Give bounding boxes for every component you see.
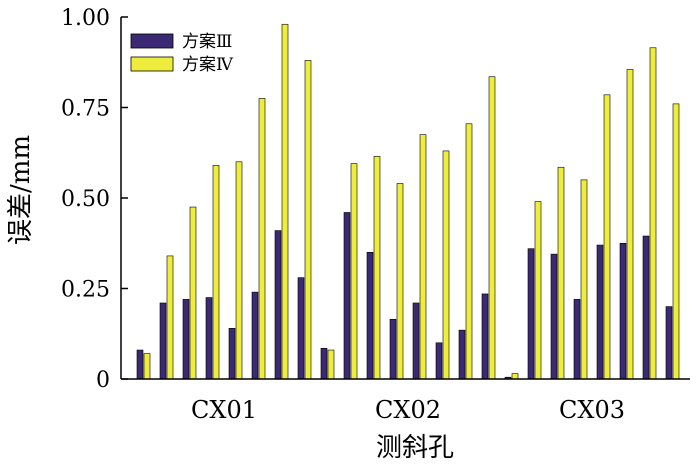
bar-series-1-cx02-6	[435, 342, 443, 380]
y-tick-label: 0.50	[61, 187, 110, 212]
y-axis-title: 误差/mm	[6, 135, 36, 245]
bar-series-1-cx02-1	[320, 347, 328, 380]
x-group-label: CX01	[191, 396, 257, 424]
bar-series-1-cx03-3	[550, 253, 558, 380]
bar-series-2-cx02-4	[396, 183, 404, 380]
bar-series-1-cx02-8	[481, 293, 489, 380]
bar-series-2-cx01-5	[235, 161, 243, 380]
bar-series-2-cx01-6	[258, 98, 266, 380]
bar-series-1-cx02-4	[389, 318, 397, 380]
x-group-label: CX03	[559, 396, 625, 424]
legend-label-series-1: 方案Ⅲ	[182, 32, 232, 52]
y-tick-label: 0	[96, 368, 110, 393]
bar-series-1-cx02-2	[343, 212, 351, 380]
bar-series-1-cx01-1	[136, 349, 144, 380]
x-group-label: CX02	[375, 396, 441, 424]
bar-series-1-cx02-7	[458, 329, 466, 380]
y-tick-label: 1.00	[61, 6, 110, 31]
bar-series-1-cx01-7	[274, 230, 282, 380]
bar-series-1-cx03-4	[573, 299, 581, 380]
bar-series-2-cx01-2	[166, 255, 174, 380]
bar-series-1-cx02-3	[366, 252, 374, 380]
bar-series-2-cx03-8	[672, 103, 680, 380]
bar-series-2-cx01-1	[143, 353, 151, 380]
bar-series-2-cx03-2	[534, 201, 542, 380]
bar-series-2-cx03-3	[557, 166, 565, 380]
bar-series-1-cx03-2	[527, 248, 535, 380]
bar-series-2-cx03-6	[626, 69, 634, 380]
y-tick-label: 0.75	[61, 97, 110, 122]
bar-series-1-cx01-8	[297, 277, 305, 380]
bar-series-2-cx03-5	[603, 94, 611, 380]
legend-swatch-series-2	[130, 56, 174, 72]
bar-series-2-cx03-4	[580, 179, 588, 380]
x-axis-title: 测斜孔	[376, 433, 454, 463]
bar-series-2-cx01-3	[189, 206, 197, 380]
bars-layer	[136, 23, 680, 380]
legend-swatch-series-1	[130, 33, 174, 49]
bar-series-1-cx01-5	[228, 328, 236, 380]
bar-series-1-cx03-6	[619, 242, 627, 380]
bar-series-2-cx01-7	[281, 23, 289, 380]
bar-series-1-cx01-2	[159, 302, 167, 380]
bar-series-2-cx02-2	[350, 163, 358, 380]
bar-series-1-cx03-7	[642, 235, 650, 380]
ticks-layer: 0 0.25 0.50 0.75 1.00 CX01 CX02 CX03	[61, 6, 625, 424]
bar-series-2-cx02-1	[327, 349, 335, 380]
bar-series-1-cx01-3	[182, 299, 190, 380]
bar-series-2-cx02-6	[442, 150, 450, 380]
legend-label-series-2: 方案Ⅳ	[182, 55, 234, 75]
bar-series-1-cx01-4	[205, 297, 213, 380]
bar-series-1-cx03-8	[665, 306, 673, 380]
bar-series-1-cx02-5	[412, 302, 420, 380]
bar-series-2-cx03-1	[511, 373, 519, 380]
legend: 方案Ⅲ 方案Ⅳ	[130, 32, 234, 75]
bar-series-2-cx02-5	[419, 134, 427, 380]
bar-series-2-cx02-8	[488, 76, 496, 380]
bar-series-1-cx01-6	[251, 291, 259, 380]
bar-series-2-cx03-7	[649, 47, 657, 380]
bar-series-2-cx02-7	[465, 123, 473, 380]
bar-series-1-cx03-5	[596, 244, 604, 380]
bar-series-2-cx01-4	[212, 165, 220, 380]
y-tick-label: 0.25	[61, 278, 110, 303]
bar-series-2-cx01-8	[304, 60, 312, 380]
bar-series-2-cx02-3	[373, 156, 381, 380]
